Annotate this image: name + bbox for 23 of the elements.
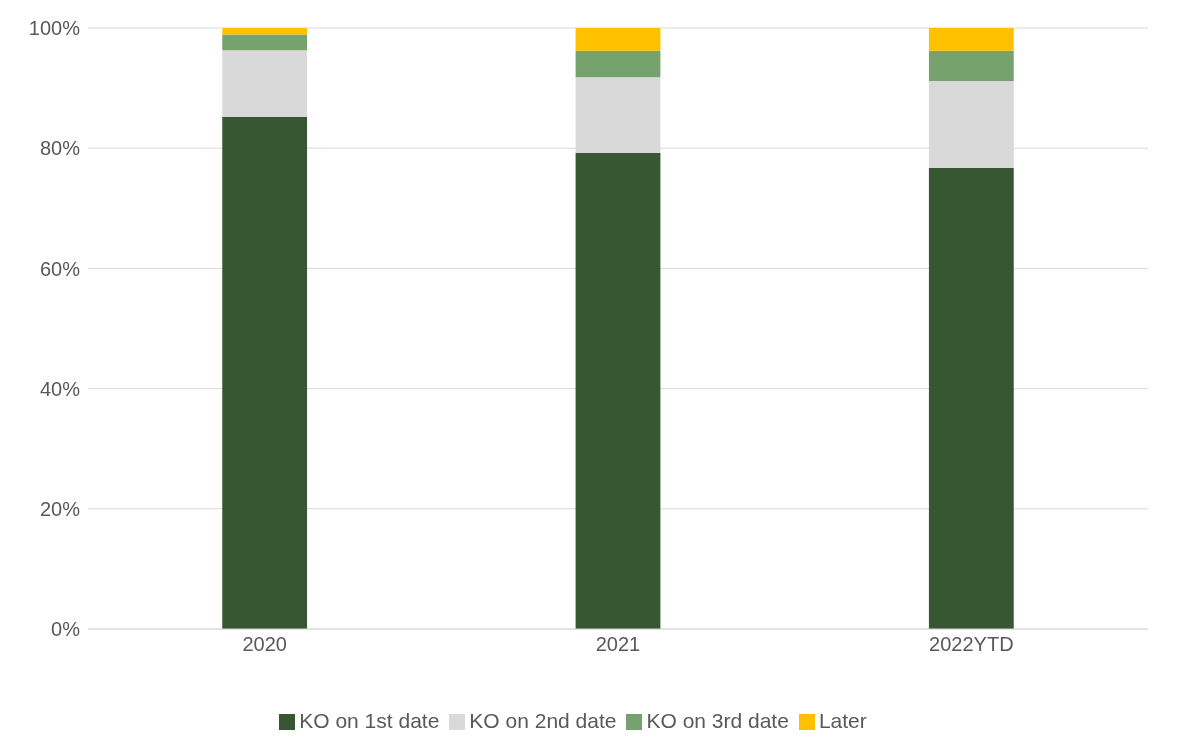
bar <box>222 34 308 51</box>
bar <box>222 50 308 117</box>
legend-label: KO on 3rd date <box>646 709 789 732</box>
legend-label: KO on 1st date <box>299 709 440 732</box>
legend-label: KO on 2nd date <box>469 709 617 732</box>
bar <box>928 168 1014 629</box>
x-tick-label: 2022YTD <box>929 633 1014 656</box>
bar <box>928 50 1014 81</box>
x-tick-label: 2020 <box>242 633 287 656</box>
y-tick-label: 100% <box>28 17 81 40</box>
legend-label: Later <box>818 709 867 732</box>
bar <box>575 50 661 78</box>
bar <box>222 116 308 629</box>
bar <box>928 28 1014 51</box>
y-tick-label: 40% <box>39 377 81 400</box>
bar <box>575 153 661 629</box>
y-tick-label: 80% <box>39 137 81 160</box>
y-tick-label: 20% <box>39 497 81 520</box>
bar <box>222 28 308 35</box>
bar <box>575 28 661 51</box>
y-tick-label: 0% <box>51 618 81 641</box>
x-tick-label: 2021 <box>595 633 641 656</box>
y-tick-label: 60% <box>39 257 81 280</box>
